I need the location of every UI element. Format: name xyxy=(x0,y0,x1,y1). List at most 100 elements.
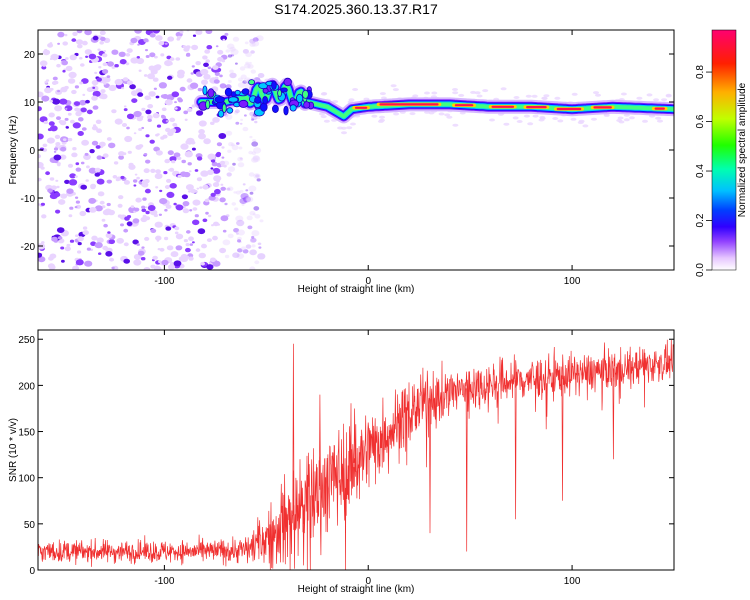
noise-blob xyxy=(235,121,240,125)
noise-blob xyxy=(128,162,134,167)
noise-blob xyxy=(64,246,71,252)
noise-blob xyxy=(190,82,199,89)
noise-blob xyxy=(253,147,262,154)
noise-blob xyxy=(191,65,195,68)
noise-blob xyxy=(236,232,239,235)
noise-blob xyxy=(165,226,172,231)
noise-blob xyxy=(71,38,77,42)
noise-blob xyxy=(45,79,50,82)
noise-blob xyxy=(117,203,123,208)
noise-blob xyxy=(47,43,54,48)
y-tick-label: 10 xyxy=(24,98,36,109)
noise-blob xyxy=(145,55,150,58)
noise-blob xyxy=(149,139,155,144)
noise-blob xyxy=(106,179,113,184)
ridge-blob xyxy=(207,88,215,98)
noise-blob xyxy=(53,154,62,161)
noise-blob xyxy=(255,174,260,178)
noise-blob xyxy=(74,175,78,178)
noise-blob xyxy=(55,179,59,182)
noise-blob xyxy=(143,38,149,43)
noise-blob xyxy=(252,155,260,161)
noise-blob xyxy=(65,57,69,60)
noise-blob xyxy=(60,193,68,199)
noise-blob xyxy=(167,36,175,42)
noise-blob xyxy=(102,209,111,216)
noise-blob xyxy=(229,69,234,74)
noise-blob xyxy=(213,79,220,84)
noise-blob xyxy=(111,66,116,69)
noise-blob xyxy=(181,194,188,200)
noise-blob xyxy=(182,201,190,207)
noise-blob xyxy=(239,157,243,160)
noise-blob xyxy=(160,94,166,99)
noise-blob xyxy=(65,126,70,129)
haze-blob xyxy=(323,119,330,123)
noise-blob xyxy=(75,167,82,172)
noise-blob xyxy=(237,239,241,243)
haze-blob xyxy=(539,115,546,119)
noise-blob xyxy=(226,172,232,177)
noise-blob xyxy=(88,197,97,204)
haze-blob xyxy=(352,88,359,91)
noise-blob xyxy=(203,73,211,80)
noise-blob xyxy=(154,55,158,59)
noise-blob xyxy=(182,208,190,214)
noise-blob xyxy=(60,246,65,250)
noise-blob xyxy=(216,151,222,156)
noise-blob xyxy=(48,112,55,118)
noise-blob xyxy=(61,259,65,263)
noise-blob xyxy=(203,62,209,67)
x-tick-label: -100 xyxy=(154,576,174,587)
colorbar-tick-label: 0.2 xyxy=(695,213,706,227)
noise-blob xyxy=(198,133,206,140)
haze-blob xyxy=(476,94,483,98)
noise-blob xyxy=(191,44,199,51)
noise-blob xyxy=(169,117,176,123)
noise-blob xyxy=(38,106,42,112)
noise-blob xyxy=(138,69,142,72)
noise-blob xyxy=(231,144,239,151)
noise-blob xyxy=(184,118,188,122)
haze-blob xyxy=(377,119,384,123)
noise-blob xyxy=(238,240,242,244)
noise-blob xyxy=(144,236,150,241)
noise-blob xyxy=(177,156,182,160)
noise-blob xyxy=(204,49,211,54)
noise-blob xyxy=(183,47,190,52)
noise-blob xyxy=(39,60,48,67)
noise-blob xyxy=(185,184,194,191)
noise-blob xyxy=(133,184,137,187)
snr-panel: -100 0 100 0 50 100 150 200 250 Height of strai… xyxy=(8,329,675,595)
noise-blob xyxy=(55,142,61,146)
noise-blob xyxy=(133,110,142,118)
noise-blob xyxy=(164,99,173,106)
noise-blob xyxy=(245,52,252,58)
noise-blob xyxy=(58,120,64,124)
haze-blob xyxy=(595,93,601,97)
haze-blob xyxy=(620,92,627,96)
noise-blob xyxy=(78,117,84,122)
haze-blob xyxy=(538,118,545,122)
noise-blob xyxy=(189,170,192,173)
noise-blob xyxy=(186,230,191,234)
noise-blob xyxy=(141,246,145,249)
haze-blob xyxy=(452,123,459,127)
noise-blob xyxy=(234,207,239,211)
noise-blob xyxy=(69,206,74,210)
noise-blob xyxy=(227,186,234,192)
noise-blob xyxy=(204,198,210,203)
noise-blob xyxy=(54,134,61,139)
noise-blob xyxy=(202,184,209,190)
noise-blob xyxy=(153,87,157,91)
noise-blob xyxy=(137,43,140,46)
noise-blob xyxy=(234,109,240,114)
noise-blob xyxy=(220,183,224,186)
noise-blob xyxy=(165,120,169,123)
noise-blob xyxy=(123,242,129,247)
noise-blob xyxy=(72,122,81,129)
noise-blob xyxy=(96,237,104,243)
noise-blob xyxy=(225,114,233,120)
noise-blob xyxy=(183,171,191,178)
